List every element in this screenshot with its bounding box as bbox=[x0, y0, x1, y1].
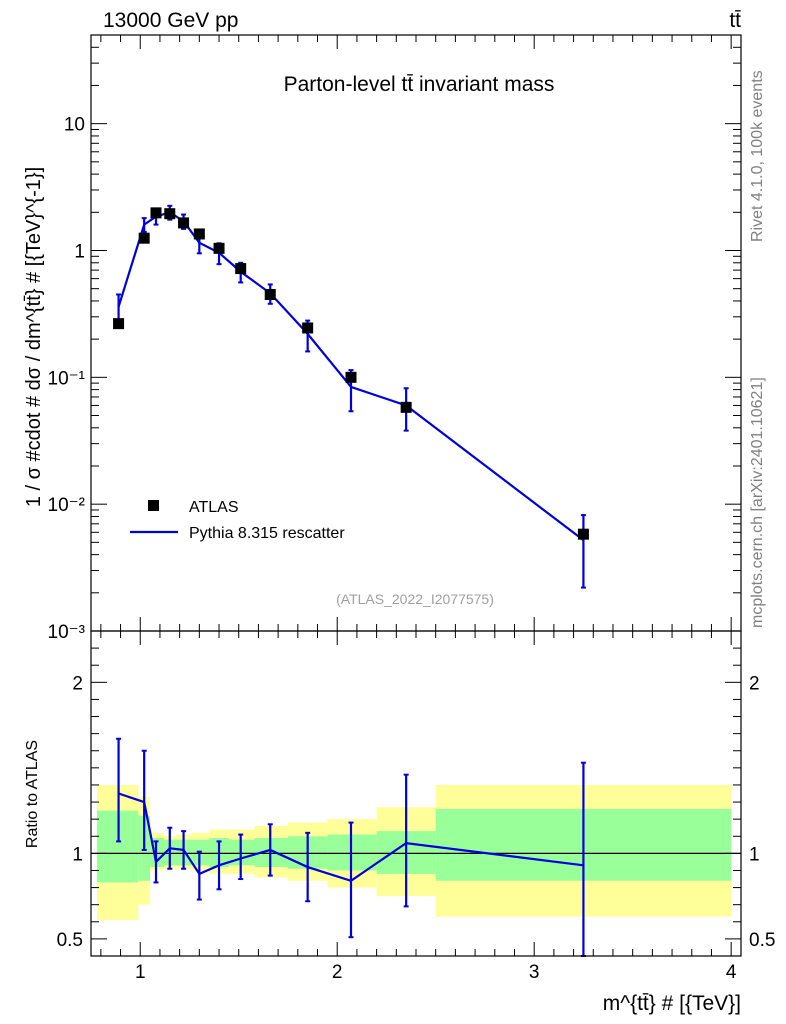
legend-marker-atlas bbox=[148, 500, 159, 511]
atlas-data-point bbox=[264, 288, 276, 300]
x-tick-label: 1 bbox=[135, 962, 146, 983]
ratio-mc-line bbox=[118, 792, 584, 882]
y-tick-label: 1 bbox=[74, 241, 85, 262]
atlas-data-point bbox=[400, 401, 412, 413]
legend: ATLAS Pythia 8.315 rescatter bbox=[130, 499, 345, 542]
process-label: tt̄ bbox=[729, 9, 741, 32]
main-y-tick-labels: 10 1 10⁻¹ 10⁻² 10⁻³ bbox=[48, 115, 86, 643]
analysis-label: (ATLAS_2022_I2077575) bbox=[336, 591, 494, 607]
ratio-y-tick-label: 0.5 bbox=[57, 930, 83, 951]
ratio-y-tick-label: 1 bbox=[72, 844, 83, 865]
x-axis-label: m^{tt̄} # [{TeV}] bbox=[603, 992, 741, 1015]
atlas-data-point bbox=[302, 322, 314, 334]
atlas-data-point bbox=[213, 242, 225, 254]
x-tick-label: 2 bbox=[332, 962, 343, 983]
ratio-y-tick-label: 2 bbox=[72, 673, 83, 694]
atlas-data-point bbox=[150, 207, 162, 219]
ratio-ticks bbox=[91, 631, 741, 956]
rivet-label: Rivet 4.1.0, 100k events bbox=[749, 70, 766, 242]
ratio-y-tick-label-right: 0.5 bbox=[749, 930, 775, 951]
ratio-uncertainty-bands bbox=[96, 784, 732, 921]
legend-label-atlas: ATLAS bbox=[189, 499, 239, 516]
atlas-data-point bbox=[113, 318, 125, 330]
x-tick-label: 3 bbox=[529, 962, 540, 983]
y-tick-label: 10⁻³ bbox=[48, 622, 86, 643]
y-tick-label: 10⁻¹ bbox=[48, 368, 86, 389]
ratio-y-tick-label-right: 1 bbox=[749, 844, 760, 865]
ratio-y-tick-labels-right: 210.5 bbox=[749, 673, 775, 951]
atlas-data-points bbox=[113, 207, 589, 540]
y-tick-label: 10 bbox=[64, 115, 85, 136]
atlas-data-point bbox=[193, 228, 205, 240]
atlas-data-point bbox=[235, 263, 247, 275]
atlas-data-point bbox=[345, 371, 357, 383]
atlas-data-point bbox=[577, 528, 589, 540]
atlas-data-point bbox=[178, 217, 190, 229]
y-tick-label: 10⁻² bbox=[48, 495, 86, 516]
atlas-data-point bbox=[138, 232, 150, 244]
main-panel: Parton-level tt̄ invariant mass (ATLAS_2… bbox=[23, 34, 742, 643]
main-ticks bbox=[91, 34, 741, 632]
ratio-y-tick-labels: 210.5 bbox=[57, 673, 83, 951]
chart-title: Parton-level tt̄ invariant mass bbox=[284, 73, 555, 96]
y-axis-label: 1 / σ #cdot # dσ / dm^{tt̄} # [{TeV}^{-1… bbox=[23, 167, 45, 507]
energy-label: 13000 GeV pp bbox=[103, 9, 238, 32]
x-tick-labels: 1 2 3 4 bbox=[135, 962, 737, 983]
ratio-y-axis-label: Ratio to ATLAS bbox=[24, 740, 41, 848]
atlas-data-point bbox=[164, 208, 176, 220]
mc-error-bars bbox=[116, 204, 586, 589]
legend-label-mc: Pythia 8.315 rescatter bbox=[189, 525, 345, 542]
x-tick-label: 4 bbox=[726, 962, 737, 983]
ratio-y-tick-label-right: 2 bbox=[749, 673, 760, 694]
mcplots-label: mcplots.cern.ch [arXiv:2401.10621] bbox=[749, 377, 766, 628]
ratio-frame bbox=[90, 630, 742, 957]
